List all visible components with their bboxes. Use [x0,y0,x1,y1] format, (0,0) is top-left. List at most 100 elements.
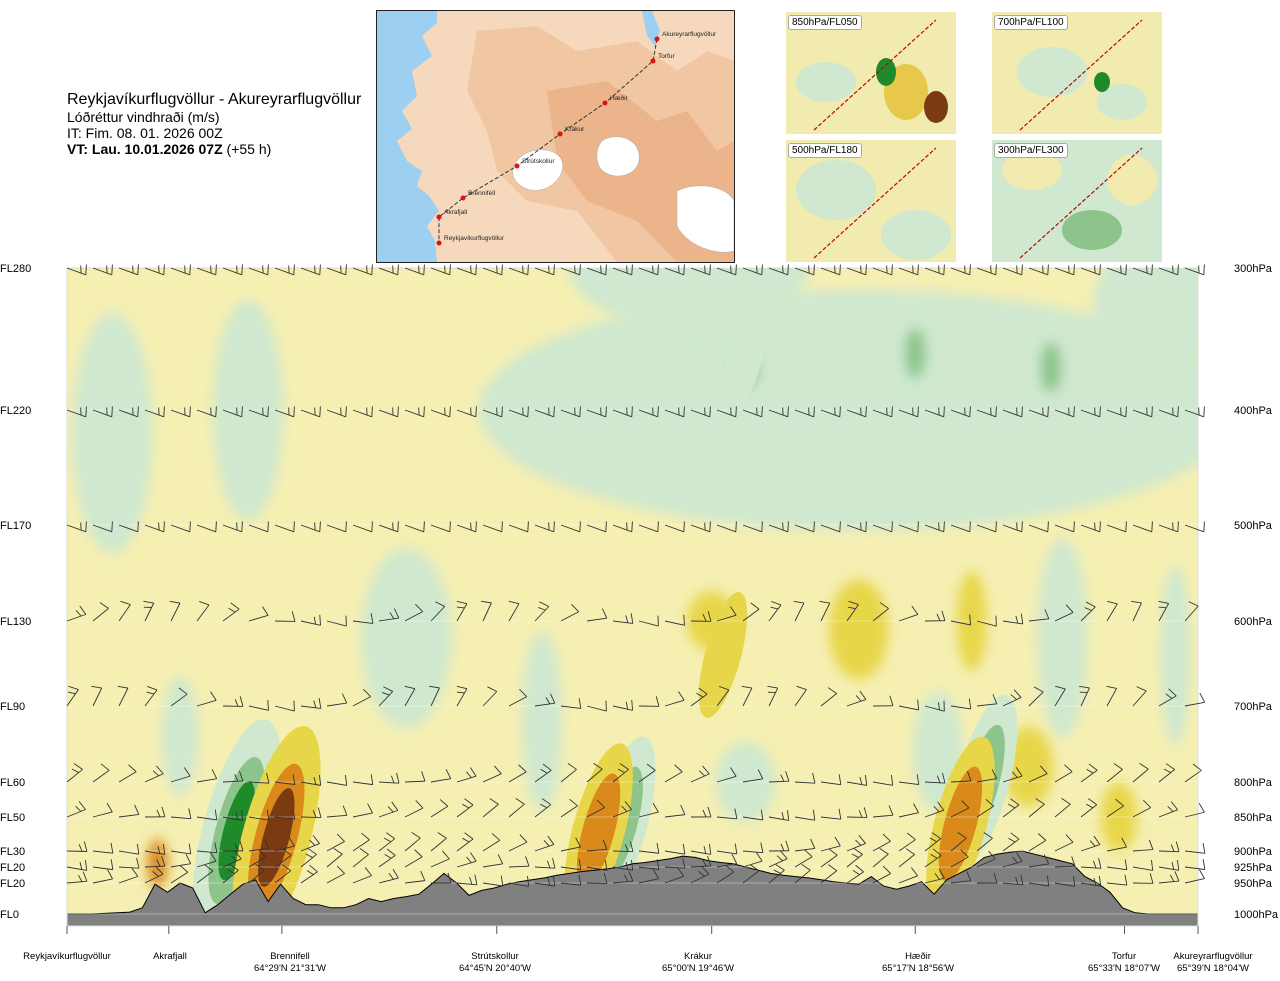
location-name: Akureyrarflugvöllur [1173,951,1253,962]
wind-barb [378,264,399,276]
fl-label: FL130 [0,616,31,628]
wind-barb [66,859,88,871]
wind-barb [92,859,114,871]
wind-barb [560,798,578,818]
wind-barb [846,835,866,852]
wind-barb [482,798,499,818]
wind-barb [768,850,788,868]
route-map: Akureyrarflugvöllur Torfur Hæðir Krákur Strú… [376,10,735,263]
wind-barb [560,859,582,871]
wind-barb [534,264,555,276]
map-marker [514,163,520,169]
wind-barb [170,406,191,418]
wind-barb [222,264,243,276]
location-name: Hæðir [905,951,931,962]
wind-barb [976,872,998,884]
map-marker [460,195,466,201]
wind-barb [300,614,321,626]
wind-barb [430,872,452,884]
wind-barb [66,763,83,783]
inset-500: 500hPa/FL180 [786,140,956,262]
wind-barb [586,406,607,418]
wind-barb [742,842,764,854]
wind-barb [326,264,347,276]
wind-barb [300,698,322,709]
wind-barb [196,264,217,276]
wind-barb [664,406,685,418]
wind-barb [534,521,555,533]
wind-barb [118,600,131,622]
wind-barb [1106,837,1128,852]
wind-barb [716,685,730,707]
wind-barb [950,832,967,852]
init-time: IT: Fim. 08. 01. 2026 00Z [67,125,223,141]
wind-barb [248,521,269,533]
wind-barb [1028,264,1049,276]
wind-barb [508,834,528,852]
wind-barb [430,264,451,276]
wind-barb [1184,842,1206,854]
wind-barb [1002,613,1024,625]
wind-barb [1028,406,1049,418]
wind-barb [950,800,970,818]
feature-1-inner [258,788,295,887]
wind-barb [274,836,295,852]
wind-barb [1002,874,1024,886]
wind-barb [950,771,972,783]
wind-barb [92,264,113,276]
wind-barb [950,406,971,418]
wind-barb [742,406,763,418]
wind-barb [378,406,399,418]
feature-3-mid [576,773,621,888]
wind-barb [898,699,920,711]
wind-barb [404,800,424,818]
wind-barb [92,802,113,818]
wind-barb [638,842,660,854]
wind-barb [976,521,997,533]
wind-barb [456,264,477,276]
feature-6-outer [721,290,770,417]
wind-barb [1080,264,1101,276]
wind-barb [742,864,760,884]
wind-barb [248,809,270,821]
wind-barb [560,763,577,783]
field-blob-20 [905,328,926,379]
wind-barb [1184,406,1205,418]
location-label: Krákur 65°00'N 19°46'W [638,951,758,975]
wind-barb [118,521,139,533]
feature-0-inner [218,781,255,880]
wind-barb [222,521,243,533]
field-blob-6 [522,631,563,812]
field-blob-21 [1040,342,1061,393]
wind-barb [196,769,218,783]
wind-barb [794,849,813,868]
fl-label: FL170 [0,520,31,532]
wind-barb [404,685,416,707]
wind-barb [638,521,659,533]
wind-barb [404,521,425,533]
wind-barb [300,807,322,818]
wind-barb [950,264,971,276]
wind-barb [612,763,629,783]
wind-barb [742,769,764,783]
wind-barb [664,521,685,533]
pressure-label: 1000hPa [1234,909,1279,921]
wind-barb [1132,521,1153,533]
map-place-label: Torfur [658,53,675,60]
wind-barb [586,763,603,783]
wind-barb [924,869,945,884]
wind-barb [768,600,782,622]
field-blob-0 [72,313,153,553]
wind-barb [1132,839,1154,852]
wind-barb [196,406,217,418]
pressure-label: 500hPa [1234,520,1273,532]
wind-barb [66,801,86,818]
pressure-label: 925hPa [1234,862,1273,874]
wind-barb [352,774,374,786]
wind-barb [872,833,891,852]
location-name: Reykjavíkurflugvöllur [23,951,111,962]
wind-barb [1028,833,1047,852]
fl-label: FL0 [0,909,19,921]
wind-barb [66,605,87,622]
wind-barb [846,600,859,622]
